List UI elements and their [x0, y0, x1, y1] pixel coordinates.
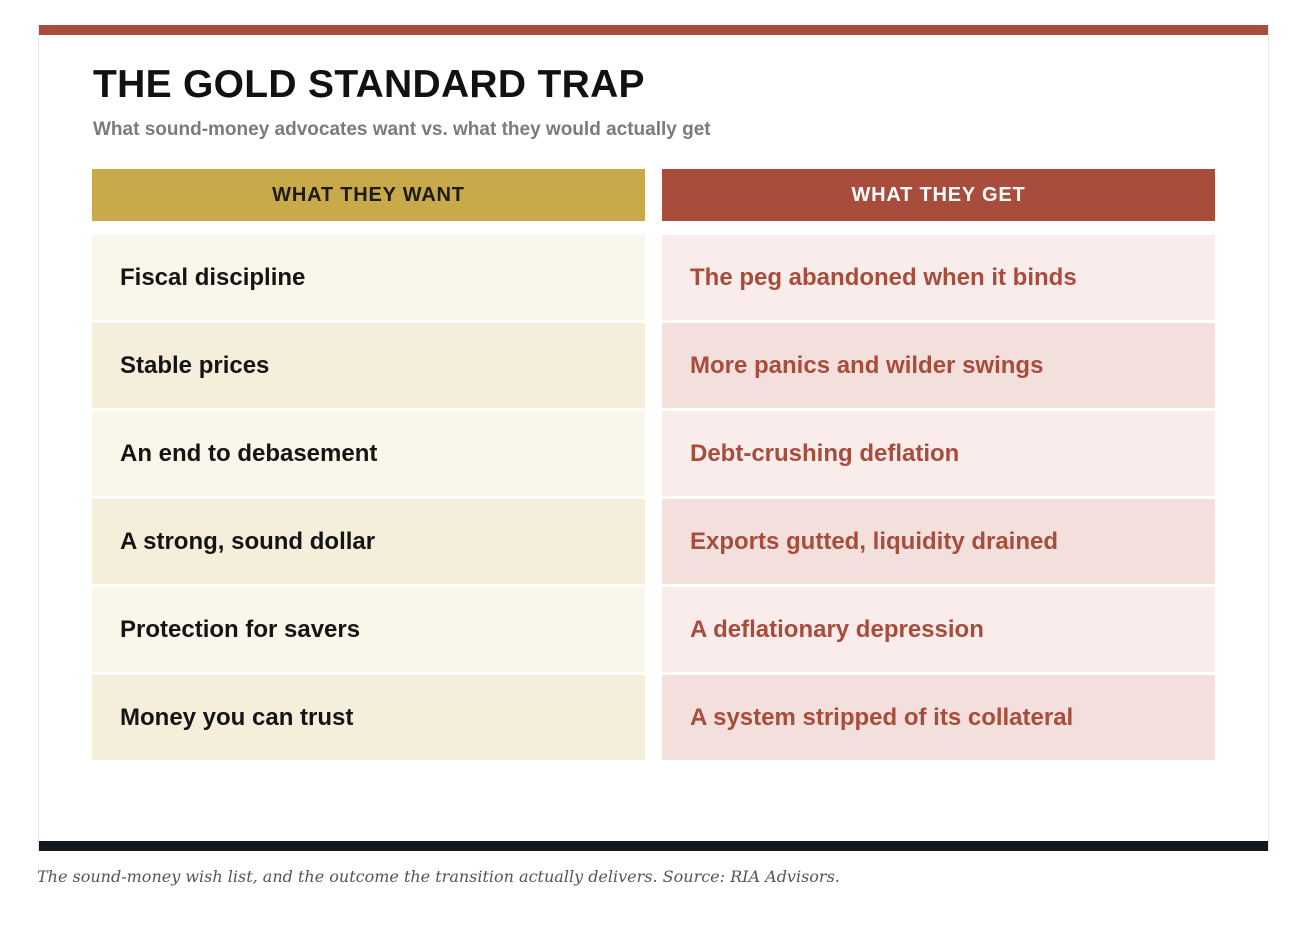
want-item: Stable prices	[92, 323, 645, 408]
get-item: A deflationary depression	[662, 587, 1215, 672]
infographic-card: THE GOLD STANDARD TRAP What sound-money …	[38, 25, 1269, 851]
want-item: Protection for savers	[92, 587, 645, 672]
get-list: The peg abandoned when it binds More pan…	[662, 235, 1215, 760]
top-accent-bar	[39, 25, 1268, 35]
want-column: WHAT THEY WANT Fiscal discipline Stable …	[92, 169, 645, 763]
figure-caption: The sound-money wish list, and the outco…	[37, 867, 840, 886]
want-item: An end to debasement	[92, 411, 645, 496]
get-item: The peg abandoned when it binds	[662, 235, 1215, 320]
want-list: Fiscal discipline Stable prices An end t…	[92, 235, 645, 760]
graphic-subtitle: What sound-money advocates want vs. what…	[93, 119, 711, 140]
get-column: WHAT THEY GET The peg abandoned when it …	[662, 169, 1215, 763]
want-column-header: WHAT THEY WANT	[92, 169, 645, 221]
get-item: More panics and wilder swings	[662, 323, 1215, 408]
want-item: Money you can trust	[92, 675, 645, 760]
get-column-header: WHAT THEY GET	[662, 169, 1215, 221]
graphic-title: THE GOLD STANDARD TRAP	[93, 63, 645, 106]
want-item: Fiscal discipline	[92, 235, 645, 320]
get-item: Exports gutted, liquidity drained	[662, 499, 1215, 584]
want-item: A strong, sound dollar	[92, 499, 645, 584]
get-item: A system stripped of its collateral	[662, 675, 1215, 760]
bottom-accent-bar	[39, 841, 1268, 851]
get-item: Debt-crushing deflation	[662, 411, 1215, 496]
